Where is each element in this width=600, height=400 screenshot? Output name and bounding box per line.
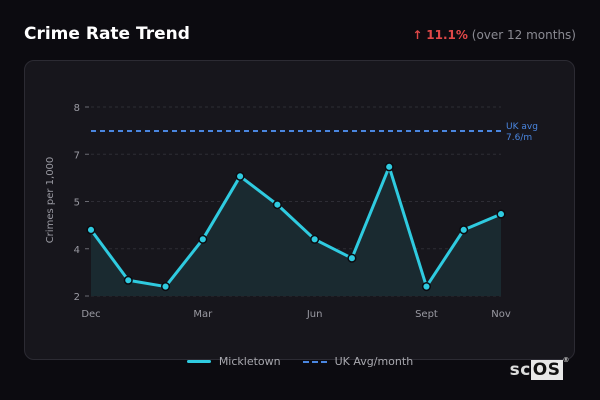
y-tick-label: 7 [74,150,80,161]
data-point[interactable] [198,234,208,244]
registered-mark-icon: ® [562,356,570,365]
data-point[interactable] [459,225,469,235]
y-tick-label: 2 [74,292,80,303]
data-point[interactable] [421,282,432,292]
data-point[interactable] [272,200,282,210]
trend-value: 11.1% [426,28,468,42]
uk-avg-annotation-line2: 7.6/m [506,133,532,143]
series-area-fill [91,166,501,296]
y-tick-label: 5 [74,198,80,209]
trend-note: (over 12 months) [471,28,576,42]
series-points [86,162,506,292]
chart-card [24,60,575,360]
brand-prefix: sc [509,360,531,380]
y-tick-label: 8 [74,103,80,114]
x-tick-label: Mar [193,309,213,320]
data-point[interactable] [235,171,245,181]
brand-highlight: OS [530,360,563,380]
series-line-mickletown [89,165,502,289]
data-point[interactable] [86,225,96,235]
page-title: Crime Rate Trend [24,24,190,44]
y-tick-label: 4 [74,245,80,256]
x-tick-label: Jun [306,309,323,320]
data-point[interactable] [384,162,394,172]
legend-swatch-dashed-icon [302,360,327,363]
legend-label: UK Avg/month [334,355,414,368]
legend-item-mickletown[interactable]: Mickletown [186,355,281,368]
trend-up-arrow-icon: ↑ [412,28,423,42]
trend-summary: ↑ 11.1% (over 12 months) [412,28,576,42]
data-point[interactable] [160,282,171,292]
legend-swatch-solid-icon [186,360,211,363]
chart-legend: Mickletown UK Avg/month [0,355,600,368]
data-point[interactable] [310,234,320,244]
data-point[interactable] [123,275,133,285]
x-tick-label: Dec [81,309,100,320]
y-axis-ticks: 2 4 5 7 8 [74,103,89,303]
uk-avg-annotation-line1: UK avg [506,122,538,132]
legend-label: Mickletown [218,355,281,368]
brand-logo: sc OS ® [509,356,570,380]
x-axis-ticks: Dec Mar Jun Sept Nov [81,309,511,320]
data-point[interactable] [496,209,506,219]
legend-item-uk-avg[interactable]: UK Avg/month [302,355,414,368]
data-point[interactable] [347,253,357,263]
y-axis-label: Crimes per 1,000 [45,157,56,244]
x-tick-label: Nov [491,309,511,320]
x-tick-label: Sept [415,309,438,320]
